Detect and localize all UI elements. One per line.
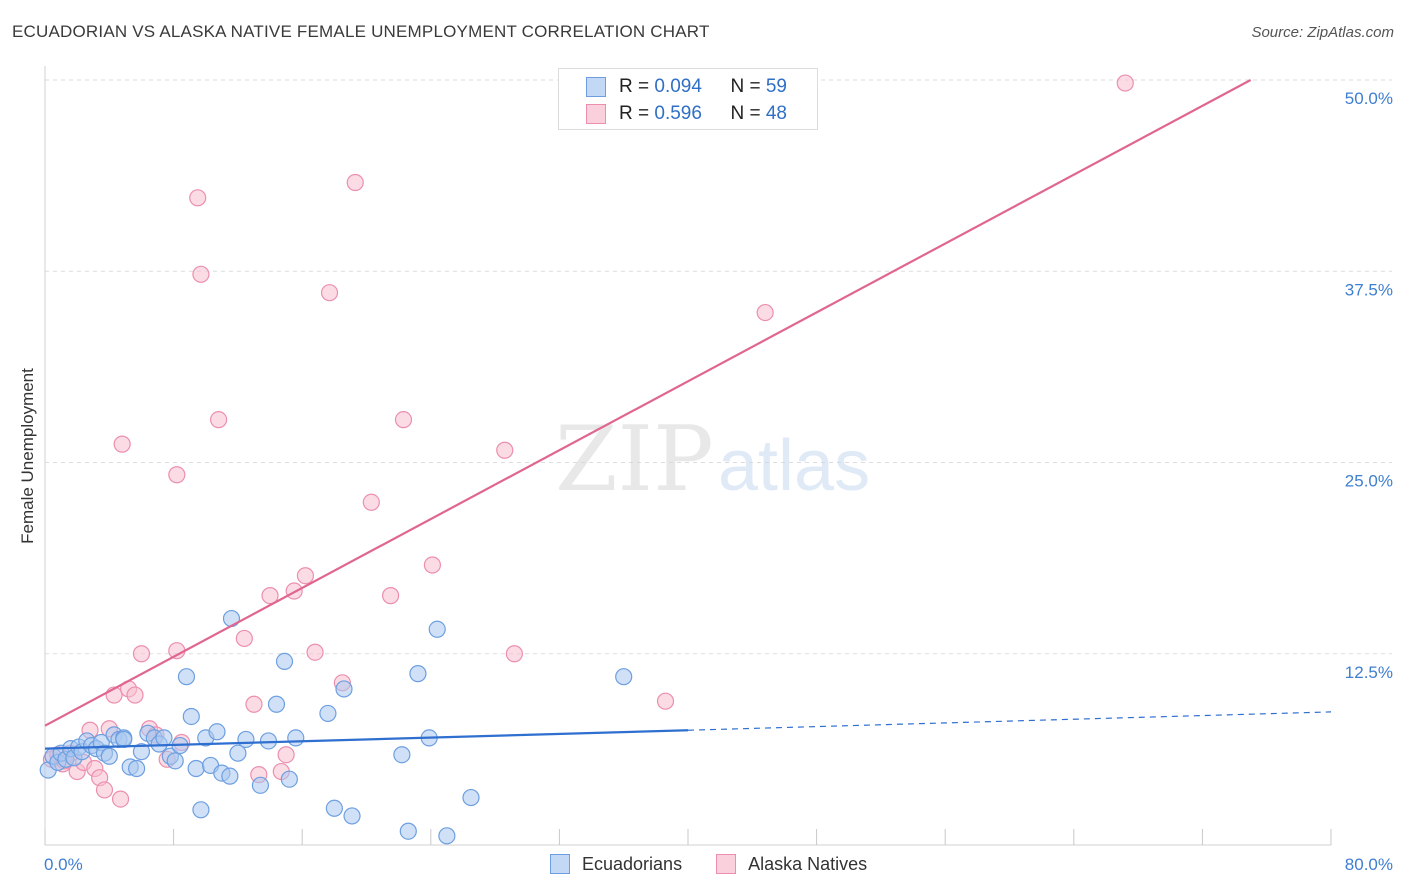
n-value: 48	[765, 103, 787, 124]
legend-swatch-blue	[586, 77, 606, 97]
ecuadorian-point	[182, 707, 200, 726]
ecuadorian-point	[287, 729, 305, 747]
trendlines	[44, 79, 1332, 750]
ecuadorian-trendline-extension	[687, 711, 1332, 731]
x-tick-label: 0.0%	[44, 855, 83, 874]
alaska-native-point	[505, 645, 523, 663]
alaska-native-point	[95, 781, 114, 799]
ecuadorian-point	[128, 759, 146, 778]
watermark-atlas: atlas	[718, 426, 870, 506]
alaska-native-point	[261, 587, 279, 605]
alaska-native-point	[423, 556, 442, 574]
alaska-native-point	[306, 643, 324, 661]
ecuadorian-point	[221, 767, 239, 785]
n-label: N =	[730, 76, 766, 97]
ecuadorian-point	[280, 770, 298, 788]
alaska-native-point	[210, 411, 228, 429]
ecuadorian-point	[192, 801, 210, 819]
alaska-native-point	[168, 466, 186, 484]
alaska-native-point	[132, 645, 151, 663]
ecuadorian-point	[132, 743, 151, 761]
alaska-native-point	[346, 173, 364, 192]
alaska-native-point	[1116, 74, 1134, 92]
ecuadorian-point	[187, 759, 205, 778]
ecuadorian-point	[222, 609, 241, 628]
ecuadorian-point	[343, 807, 361, 825]
ecuadorian-point	[462, 788, 480, 807]
ecuadorian-point	[438, 827, 456, 845]
alaska-native-point	[756, 303, 774, 322]
alaska-native-trendline	[44, 79, 1252, 727]
ecuadorian-point	[409, 665, 427, 683]
r-value: 0.094	[654, 76, 702, 97]
ecuadorian-point	[115, 730, 133, 749]
r-label: R =	[619, 76, 655, 97]
alaska-native-point	[111, 790, 130, 808]
correlation-legend: R = 0.094 N = 59 R = 0.596 N = 48	[558, 68, 818, 130]
ecuadorian-point	[251, 776, 270, 794]
alaska-native-point	[189, 189, 207, 207]
alaska-native-point	[113, 435, 131, 453]
r-label: R =	[619, 103, 655, 124]
alaska-native-point	[496, 441, 514, 459]
ecuadorian-point	[259, 732, 278, 750]
alaska-native-point	[277, 746, 295, 764]
legend-label: Ecuadorians	[582, 853, 683, 874]
ecuadorian-point	[615, 668, 633, 686]
gridlines	[45, 79, 1392, 655]
legend-swatch-blue	[550, 854, 570, 874]
ecuadorian-point	[208, 723, 226, 741]
ecuadorian-point	[237, 730, 255, 749]
ecuadorian-trendline	[44, 729, 689, 750]
alaska-native-point	[126, 686, 144, 704]
ecuadorian-point	[319, 704, 337, 723]
legend-item-alaska-natives: Alaska Natives	[716, 854, 867, 875]
y-tick-label: 12.5%	[1345, 663, 1393, 682]
n-value: 59	[765, 76, 787, 97]
alaska-native-point	[382, 587, 400, 605]
ecuadorian-point	[325, 799, 343, 817]
source-label: Source: ZipAtlas.com	[1251, 24, 1394, 41]
watermark-zip: ZIP	[555, 407, 714, 512]
r-value: 0.596	[654, 103, 702, 124]
tick-labels: 12.5% 25.0% 37.5% 50.0% 0.0% 80.0%	[44, 89, 1393, 874]
ecuadorian-point	[335, 680, 353, 698]
alaska-native-point	[235, 629, 253, 648]
ecuadorian-point	[267, 695, 286, 713]
alaska-native-point	[320, 284, 339, 302]
alaska-native-point	[245, 695, 263, 713]
series-legend: Ecuadorians Alaska Natives	[550, 852, 901, 876]
n-label: N =	[730, 103, 766, 124]
alaska-native-point	[394, 411, 413, 429]
axes	[44, 66, 1332, 846]
watermark: ZIP atlas	[555, 407, 870, 512]
ecuadorian-point	[393, 746, 411, 764]
y-tick-label: 37.5%	[1345, 280, 1393, 299]
ecuadorian-point	[275, 652, 294, 671]
ecuadorian-point	[229, 744, 247, 762]
y-tick-label: 50.0%	[1345, 89, 1393, 108]
ecuadorian-point	[428, 620, 446, 638]
legend-swatch-pink	[586, 104, 606, 124]
legend-swatch-pink	[716, 854, 737, 874]
alaska-native-point	[296, 567, 315, 585]
ecuadorian-point	[399, 822, 417, 840]
legend-label: Alaska Natives	[748, 853, 868, 874]
y-tick-label: 25.0%	[1345, 472, 1393, 491]
ecuadorian-point	[155, 729, 173, 747]
ecuadorian-point	[166, 752, 184, 770]
legend-item-ecuadorians: Ecuadorians	[550, 854, 682, 875]
alaska-native-point	[192, 265, 210, 283]
ecuadorian-point	[100, 747, 118, 765]
alaska-native-point	[362, 493, 380, 511]
chart-title: ECUADORIAN VS ALASKA NATIVE FEMALE UNEMP…	[12, 22, 710, 41]
x-tick-label: 80.0%	[1345, 855, 1393, 874]
alaska-native-point	[656, 692, 675, 710]
ecuadorian-point	[177, 668, 196, 686]
